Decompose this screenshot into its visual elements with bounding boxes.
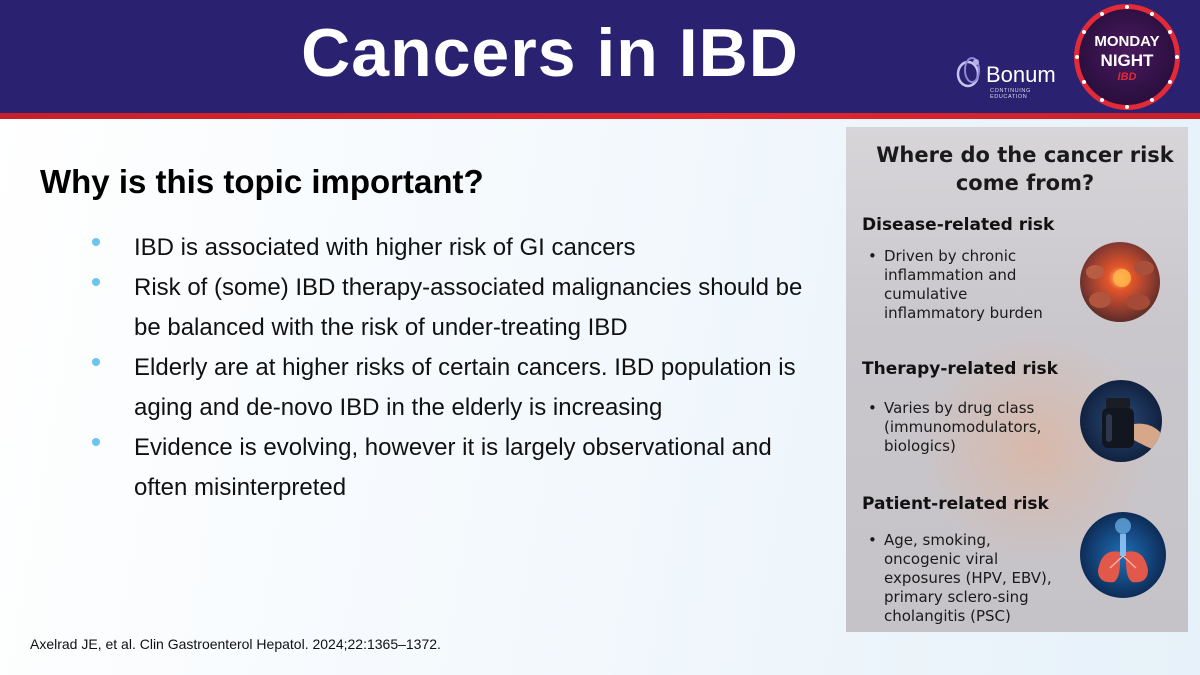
- page-title: Cancers in IBD: [301, 15, 799, 91]
- badge-lights-icon: [1075, 5, 1179, 109]
- bullet-item: Evidence is evolving, however it is larg…: [92, 428, 812, 508]
- bonum-logo: Bonum CONTINUING EDUCATION: [956, 52, 1068, 102]
- bullet-text: IBD is associated with higher risk of GI…: [134, 234, 636, 261]
- panel-bullet-icon: •: [868, 399, 877, 417]
- bullet-item: Elderly are at higher risks of certain c…: [92, 348, 812, 428]
- bonum-logo-word: Bonum: [986, 62, 1056, 87]
- bullet-dot-icon: [92, 358, 100, 366]
- patient-risk-heading: Patient-related risk: [862, 494, 1049, 514]
- bullet-dot-icon: [92, 438, 100, 446]
- header-divider: [0, 113, 1200, 119]
- panel-title: Where do the cancer risk come from?: [876, 143, 1174, 195]
- bonum-logo-sub: CONTINUING EDUCATION: [990, 88, 1031, 100]
- monday-night-ibd-badge: MONDAY NIGHT IBD: [1074, 4, 1180, 110]
- bullet-text: Evidence is evolving, however it is larg…: [134, 434, 772, 501]
- therapy-risk-text-block: • Varies by drug class (immunomodulators…: [868, 399, 1058, 456]
- citation: Axelrad JE, et al. Clin Gastroenterol He…: [30, 636, 441, 652]
- badge-line-3: IBD: [1117, 71, 1137, 83]
- bullet-item: Risk of (some) IBD therapy-associated ma…: [92, 268, 812, 348]
- bullet-text: Risk of (some) IBD therapy-associated ma…: [134, 274, 803, 341]
- panel-bullet-icon: •: [868, 247, 877, 265]
- patient-risk-text-block: • Age, smoking, oncogenic viral exposure…: [868, 531, 1068, 626]
- bullet-text: Elderly are at higher risks of certain c…: [134, 354, 796, 421]
- bonum-mark-icon: [956, 57, 980, 88]
- bullet-dot-icon: [92, 278, 100, 286]
- lungs-icon: [1080, 512, 1166, 598]
- badge-line-1: MONDAY: [1094, 33, 1160, 50]
- inflamed-tissue-icon: [1080, 242, 1160, 322]
- disease-risk-bullet: Driven by chronic inflammation and cumul…: [884, 247, 1043, 322]
- pill-bottle-icon: [1080, 380, 1162, 462]
- therapy-risk-bullet: Varies by drug class (immunomodulators, …: [884, 399, 1042, 455]
- header-bar: Cancers in IBD Bonum CONTINUING EDUCATIO…: [0, 0, 1200, 113]
- therapy-risk-heading: Therapy-related risk: [862, 359, 1058, 379]
- patient-risk-bullet: Age, smoking, oncogenic viral exposures …: [884, 531, 1052, 625]
- bullet-list: IBD is associated with higher risk of GI…: [92, 228, 812, 508]
- section-subtitle: Why is this topic important?: [40, 163, 484, 200]
- disease-risk-text-block: • Driven by chronic inflammation and cum…: [868, 247, 1068, 323]
- bullet-item: IBD is associated with higher risk of GI…: [92, 228, 812, 268]
- panel-bullet-icon: •: [868, 531, 877, 549]
- badge-line-2: NIGHT: [1100, 51, 1154, 70]
- disease-risk-heading: Disease-related risk: [862, 215, 1055, 235]
- risk-sources-panel: Where do the cancer risk come from? Dise…: [846, 127, 1188, 632]
- bullet-dot-icon: [92, 238, 100, 246]
